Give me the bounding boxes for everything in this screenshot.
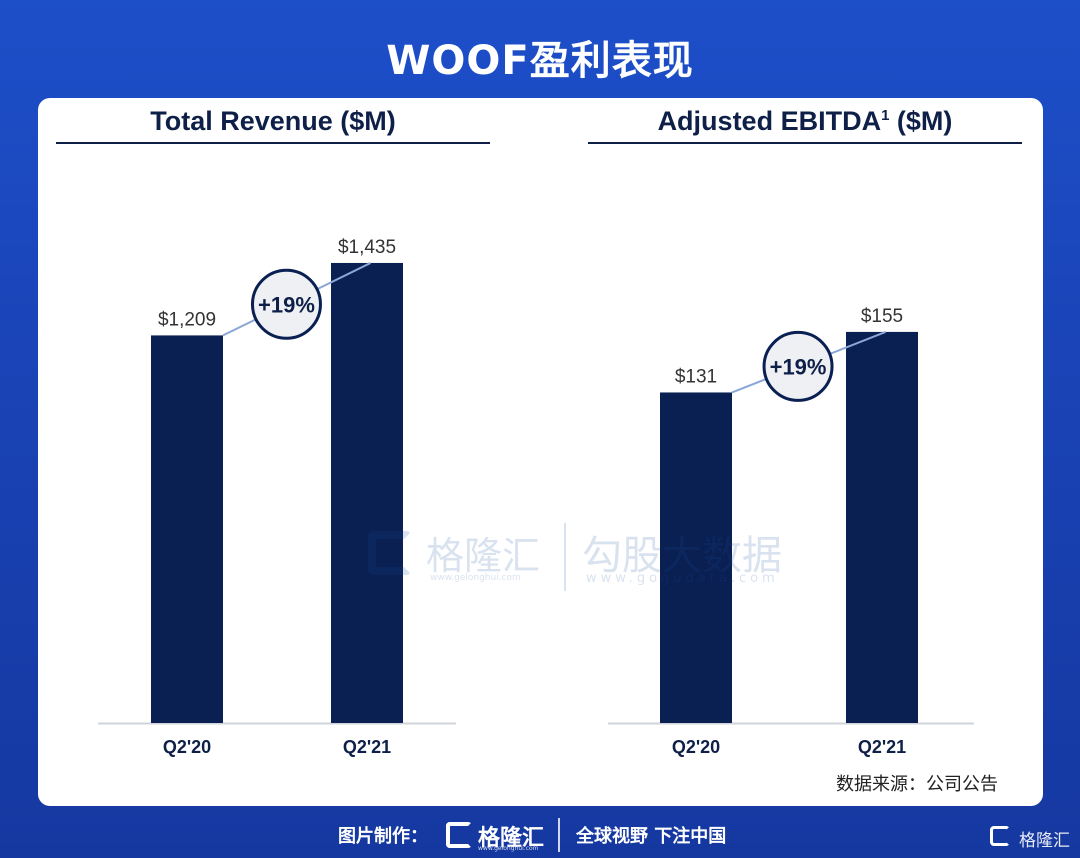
ebitda-value-label-2: $155 <box>861 306 903 327</box>
ebitda-bar-2 <box>846 331 918 723</box>
ebitda-value-label-1: $131 <box>675 366 717 387</box>
revenue-chart-title: Total Revenue ($M) <box>150 106 396 136</box>
watermark-separator <box>564 523 566 591</box>
ebitda-growth-badge <box>762 330 834 402</box>
revenue-growth-label: +19% <box>258 292 315 317</box>
revenue-bar-1 <box>151 335 223 723</box>
charts-svg: $1,209 Q2'20 $1,435 Q2'21 +19% $131 Q2'20 $155 Q… <box>98 237 974 757</box>
ebitda-title-suffix: ($M) <box>889 106 953 136</box>
watermark-brand2: 勾股大数据 <box>582 533 782 579</box>
ebitda-tick-label-1: Q2'20 <box>672 737 720 757</box>
footer-logo-text: 格隆汇 <box>478 826 545 851</box>
ebitda-tick-label-2: Q2'21 <box>858 737 906 757</box>
revenue-title-rule <box>56 142 490 144</box>
revenue-bar-2 <box>331 262 403 723</box>
watermark-brand1-url: www.gelonghui.com <box>430 573 521 583</box>
footer-slogan: 全球视野 下注中国 <box>576 826 727 847</box>
ebitda-chart-title: Adjusted EBITDA1 ($M) <box>588 106 1022 137</box>
source-note: 数据来源：公司公告 <box>836 774 998 795</box>
footer: 图片制作： 格隆汇 www.gelonghui.com 全球视野 下注中国 <box>0 812 1080 858</box>
watermark-brand2-url: www.gogudata.com <box>586 571 779 586</box>
corner-logo-icon <box>990 826 1010 846</box>
ebitda-growth-label: +19% <box>770 354 827 379</box>
ebitda-title-superscript: 1 <box>881 107 890 124</box>
chart-card: Total Revenue ($M) Adjusted EBITDA1 ($M)… <box>38 98 1043 806</box>
page-title: WOOF盈利表现 <box>386 38 694 84</box>
watermark-brand1: 格隆汇 <box>426 534 541 578</box>
revenue-growth-badge <box>250 268 322 340</box>
ebitda-bar-1 <box>660 392 732 723</box>
revenue-value-label-2: $1,435 <box>338 237 396 258</box>
footer-logo-icon <box>446 822 472 848</box>
ebitda-title-main: Adjusted EBITDA <box>657 106 882 136</box>
revenue-tick-label-1: Q2'20 <box>163 737 211 757</box>
ebitda-title-rule <box>588 142 1022 144</box>
footer-divider <box>558 818 560 852</box>
footer-logo-url: www.gelonghui.com <box>478 845 539 852</box>
revenue-tick-label-2: Q2'21 <box>343 737 391 757</box>
corner-brand: 格隆汇 <box>1019 831 1070 851</box>
watermark: 格隆汇 www.gelonghui.com 勾股大数据 www.gogudata… <box>368 523 808 593</box>
revenue-value-label-1: $1,209 <box>158 309 216 330</box>
watermark-g-icon <box>368 531 412 575</box>
footer-credit: 图片制作： <box>338 826 428 847</box>
